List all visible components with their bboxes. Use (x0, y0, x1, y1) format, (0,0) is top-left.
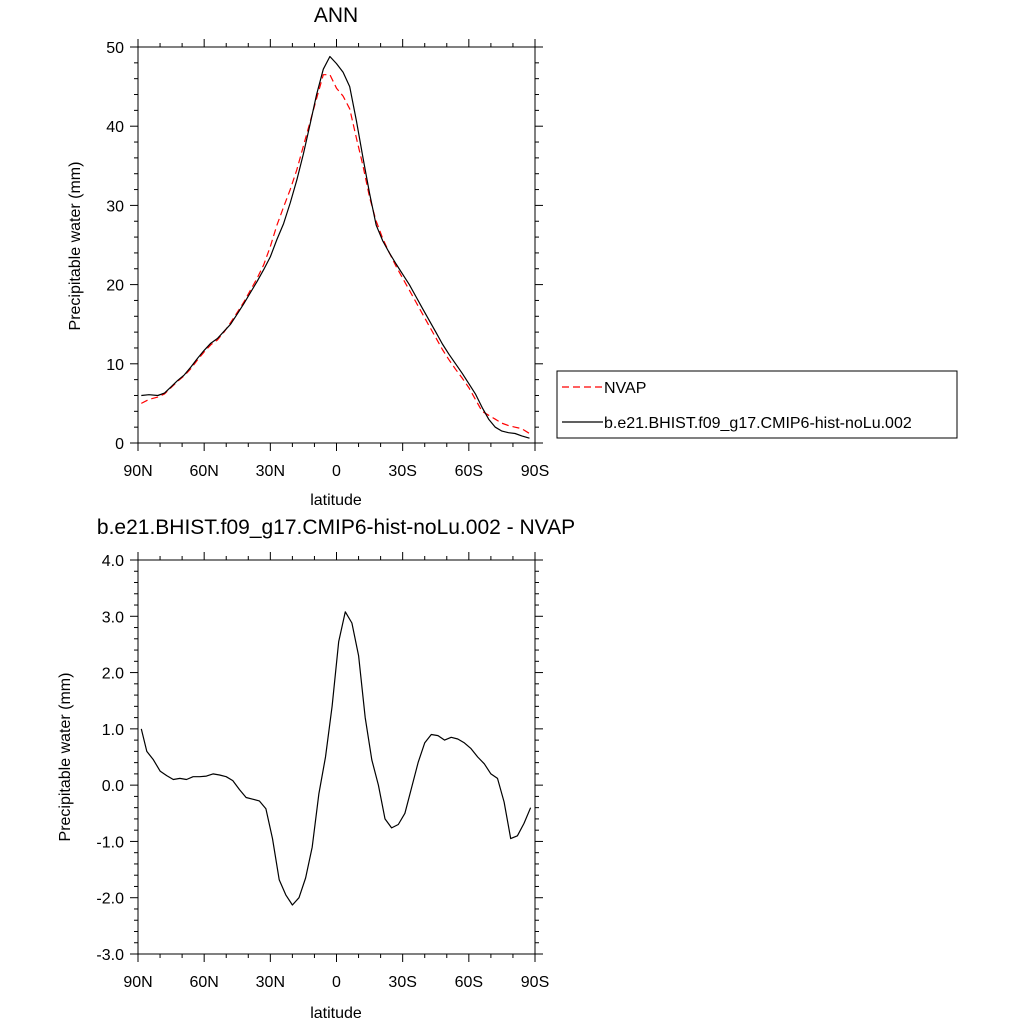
bottom-y-tick-label: 0.0 (102, 778, 124, 795)
bottom-title: b.e21.BHIST.f09_g17.CMIP6-hist-noLu.002 … (97, 516, 575, 539)
top-y-tick-label: 10 (106, 357, 124, 374)
bottom-plot-frame (137, 559, 536, 955)
bottom-x-tick-label: 30N (256, 974, 285, 991)
bottom-x-tick-label: 30S (388, 974, 416, 991)
bottom-ylabel: Precipitable water (mm) (57, 673, 74, 842)
top-y-tick-label: 40 (106, 119, 124, 136)
bottom-y-tick-label: 2.0 (102, 666, 124, 683)
top-y-tick-label: 50 (106, 40, 124, 57)
top-title: ANN (314, 4, 358, 27)
legend: NVAP b.e21.BHIST.f09_g17.CMIP6-hist-noLu… (556, 370, 958, 439)
bottom-series-line-0 (140, 611, 532, 906)
bottom-y-tick-label: -1.0 (96, 834, 124, 851)
bottom-y-tick-label: 3.0 (102, 609, 124, 626)
bottom-x-tick-label: 90N (123, 974, 152, 991)
bottom-y-tick-label: -3.0 (96, 947, 124, 964)
legend-box (556, 370, 958, 439)
bottom-x-tick-label: 60S (455, 974, 483, 991)
bottom-y-tick-label: -2.0 (96, 891, 124, 908)
top-y-tick-label: 20 (106, 278, 124, 295)
top-series-line-0 (141, 74, 530, 435)
top-series-line-1 (141, 55, 530, 439)
top-x-tick-label: 90S (521, 463, 549, 480)
legend-label-nvap: NVAP (604, 380, 646, 397)
bottom-panel: b.e21.BHIST.f09_g17.CMIP6-hist-noLu.002 … (57, 516, 575, 1022)
top-x-tick-label: 30N (256, 463, 285, 480)
bottom-x-tick-label: 90S (521, 974, 549, 991)
top-xlabel: latitude (310, 492, 362, 509)
top-y-tick-label: 30 (106, 198, 124, 215)
bottom-x-tick-label: 0 (332, 974, 341, 991)
top-panel: ANN Precipitable water (mm) latitude 90N… (67, 4, 549, 509)
top-x-tick-label: 0 (332, 463, 341, 480)
legend-label-model: b.e21.BHIST.f09_g17.CMIP6-hist-noLu.002 (604, 415, 912, 432)
bottom-xlabel: latitude (310, 1005, 362, 1022)
bottom-x-tick-label: 60N (189, 974, 218, 991)
top-x-tick-label: 60S (455, 463, 483, 480)
bottom-y-tick-label: 4.0 (102, 553, 124, 570)
top-x-tick-label: 30S (388, 463, 416, 480)
top-x-tick-label: 90N (123, 463, 152, 480)
bottom-y-tick-label: 1.0 (102, 722, 124, 739)
top-plot-frame (137, 46, 536, 444)
top-y-tick-label: 0 (115, 436, 124, 453)
top-ylabel: Precipitable water (mm) (67, 162, 84, 331)
top-x-tick-label: 60N (189, 463, 218, 480)
